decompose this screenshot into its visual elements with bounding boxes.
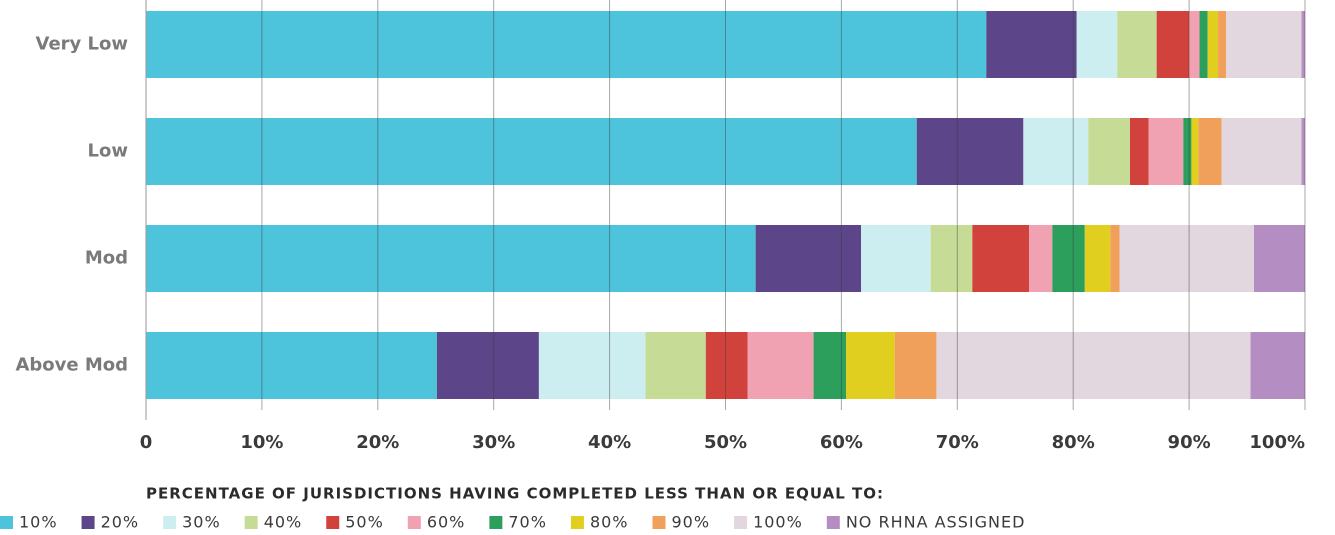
bar-segment bbox=[861, 225, 931, 292]
bar-segment bbox=[846, 332, 895, 399]
x-tick-label: 90% bbox=[1168, 432, 1211, 453]
category-label: Mod bbox=[85, 248, 128, 269]
x-tick-label: 80% bbox=[1052, 432, 1095, 453]
bar-segment bbox=[930, 225, 973, 292]
bar-segment bbox=[1301, 11, 1305, 78]
legend-label: 60% bbox=[427, 513, 466, 532]
bar-segment bbox=[1029, 225, 1053, 292]
bar-segment bbox=[146, 118, 917, 185]
bar-segment bbox=[538, 332, 646, 399]
bar-segment bbox=[1129, 118, 1149, 185]
bar-segment bbox=[1301, 118, 1305, 185]
legend-label: 20% bbox=[101, 513, 140, 532]
bar-segment bbox=[1148, 118, 1184, 185]
x-tick-label: 70% bbox=[936, 432, 979, 453]
x-tick-label: 100% bbox=[1249, 432, 1305, 453]
legend-swatch bbox=[570, 516, 584, 529]
bar-segment bbox=[1199, 11, 1208, 78]
bar-segment bbox=[894, 332, 937, 399]
bar-segment bbox=[1119, 225, 1255, 292]
bar-segment bbox=[813, 332, 847, 399]
bar-segment bbox=[146, 332, 437, 399]
bar-segment bbox=[1110, 225, 1120, 292]
bar-segment bbox=[1254, 225, 1305, 292]
x-tick-label: 0 bbox=[140, 432, 153, 453]
legend-swatch bbox=[163, 516, 177, 529]
bar-segment bbox=[916, 118, 1024, 185]
legend-title: PERCENTAGE OF JURISDICTIONS HAVING COMPL… bbox=[146, 485, 884, 503]
legend-swatch bbox=[734, 516, 748, 529]
bar-segment bbox=[1226, 11, 1302, 78]
bar-segment bbox=[1052, 225, 1085, 292]
bar-segment bbox=[1218, 11, 1227, 78]
bar-segment bbox=[747, 332, 814, 399]
legend-label: 100% bbox=[753, 513, 803, 532]
bar-segment bbox=[1221, 118, 1302, 185]
bar-segment bbox=[1117, 11, 1157, 78]
bar-segment bbox=[1183, 118, 1192, 185]
bar-segment bbox=[705, 332, 748, 399]
x-tick-label: 60% bbox=[820, 432, 863, 453]
bar-segment bbox=[1088, 118, 1130, 185]
bar-segment bbox=[146, 225, 756, 292]
category-label: Very Low bbox=[36, 34, 129, 55]
bar-segment bbox=[1207, 11, 1219, 78]
legend-label: 10% bbox=[19, 513, 58, 532]
legend-swatch bbox=[826, 516, 840, 529]
legend-swatch bbox=[407, 516, 421, 529]
bar-segment bbox=[1076, 11, 1118, 78]
x-tick-label: 20% bbox=[356, 432, 399, 453]
category-label: Above Mod bbox=[15, 355, 128, 376]
bar-segment bbox=[1198, 118, 1222, 185]
legend-label: 50% bbox=[345, 513, 384, 532]
legend-swatch bbox=[652, 516, 666, 529]
category-label: Low bbox=[88, 141, 128, 162]
bar-segment bbox=[1191, 118, 1199, 185]
bar-segment bbox=[755, 225, 862, 292]
legend-swatch bbox=[489, 516, 503, 529]
bar-segment bbox=[1250, 332, 1305, 399]
x-tick-label: 30% bbox=[472, 432, 515, 453]
x-tick-label: 40% bbox=[588, 432, 631, 453]
bar-segment bbox=[146, 11, 987, 78]
bar-segment bbox=[972, 225, 1030, 292]
bar-segment bbox=[986, 11, 1077, 78]
legend-label: 80% bbox=[590, 513, 629, 532]
legend-swatch bbox=[244, 516, 258, 529]
legend-label: NO RHNA ASSIGNED bbox=[846, 513, 1026, 532]
legend-label: 90% bbox=[672, 513, 711, 532]
bar-segment bbox=[436, 332, 539, 399]
legend-label: 30% bbox=[182, 513, 221, 532]
x-tick-label: 10% bbox=[240, 432, 283, 453]
legend-swatch bbox=[326, 516, 340, 529]
bar-segment bbox=[645, 332, 706, 399]
legend-swatch bbox=[81, 516, 95, 529]
legend-swatch bbox=[0, 516, 13, 529]
bar-segment bbox=[1189, 11, 1200, 78]
bar-segment bbox=[936, 332, 1251, 399]
bar-segment bbox=[1156, 11, 1190, 78]
bar-segment bbox=[1084, 225, 1111, 292]
legend-label: 70% bbox=[508, 513, 547, 532]
x-tick-label: 50% bbox=[704, 432, 747, 453]
legend-label: 40% bbox=[264, 513, 303, 532]
bar-segment bbox=[1023, 118, 1089, 185]
